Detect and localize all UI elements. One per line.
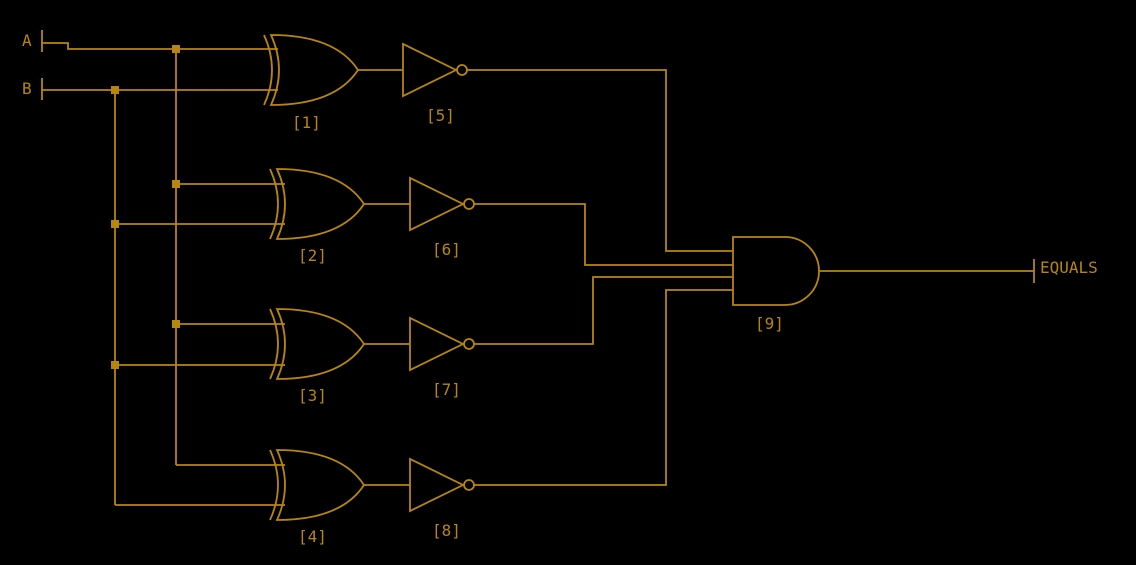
- xor-gate-2[interactable]: [2]: [269, 168, 366, 265]
- wire-gate-5-to-gate-9: [467, 69, 733, 252]
- and-gate-9[interactable]: [9]: [732, 236, 820, 333]
- junction-b-2: [111, 220, 119, 228]
- xor-gate-3[interactable]: [3]: [269, 308, 366, 405]
- junction-a-2: [172, 180, 180, 188]
- not-gate-6[interactable]: [6]: [409, 176, 475, 259]
- gate-label-1: [1]: [292, 113, 321, 132]
- not-gate-8[interactable]: [8]: [409, 457, 475, 540]
- output-label-equals: EQUALS: [1040, 258, 1098, 277]
- gate-label-5: [5]: [426, 106, 455, 125]
- not-gate-5[interactable]: [5]: [402, 42, 468, 125]
- junction-a-1: [172, 45, 180, 53]
- gate-label-6: [6]: [432, 240, 461, 259]
- junction-a-3: [172, 320, 180, 328]
- junction-b-3: [111, 361, 119, 369]
- input-pin-a[interactable]: A: [22, 30, 43, 52]
- gate-label-2: [2]: [298, 246, 327, 265]
- not-gate-7[interactable]: [7]: [409, 316, 475, 399]
- xor-gate-4[interactable]: [4]: [269, 449, 366, 546]
- input-label-a: A: [22, 31, 32, 50]
- wire-a-bus: [42, 42, 177, 465]
- wire-gate-7-to-gate-9: [474, 276, 733, 345]
- gate-label-7: [7]: [432, 380, 461, 399]
- gate-label-9: [9]: [755, 314, 784, 333]
- wire-gate-8-to-gate-9: [474, 289, 733, 486]
- junction-b-1: [111, 86, 119, 94]
- gate-label-8: [8]: [432, 521, 461, 540]
- gate-label-3: [3]: [298, 386, 327, 405]
- input-pin-b[interactable]: B: [22, 78, 43, 100]
- wire-b-bus: [42, 89, 116, 505]
- wire-gate-6-to-gate-9: [474, 203, 733, 266]
- xor-gate-1[interactable]: [1]: [263, 34, 360, 132]
- output-pin-equals[interactable]: EQUALS: [1033, 258, 1098, 283]
- input-label-b: B: [22, 79, 32, 98]
- gate-label-4: [4]: [298, 527, 327, 546]
